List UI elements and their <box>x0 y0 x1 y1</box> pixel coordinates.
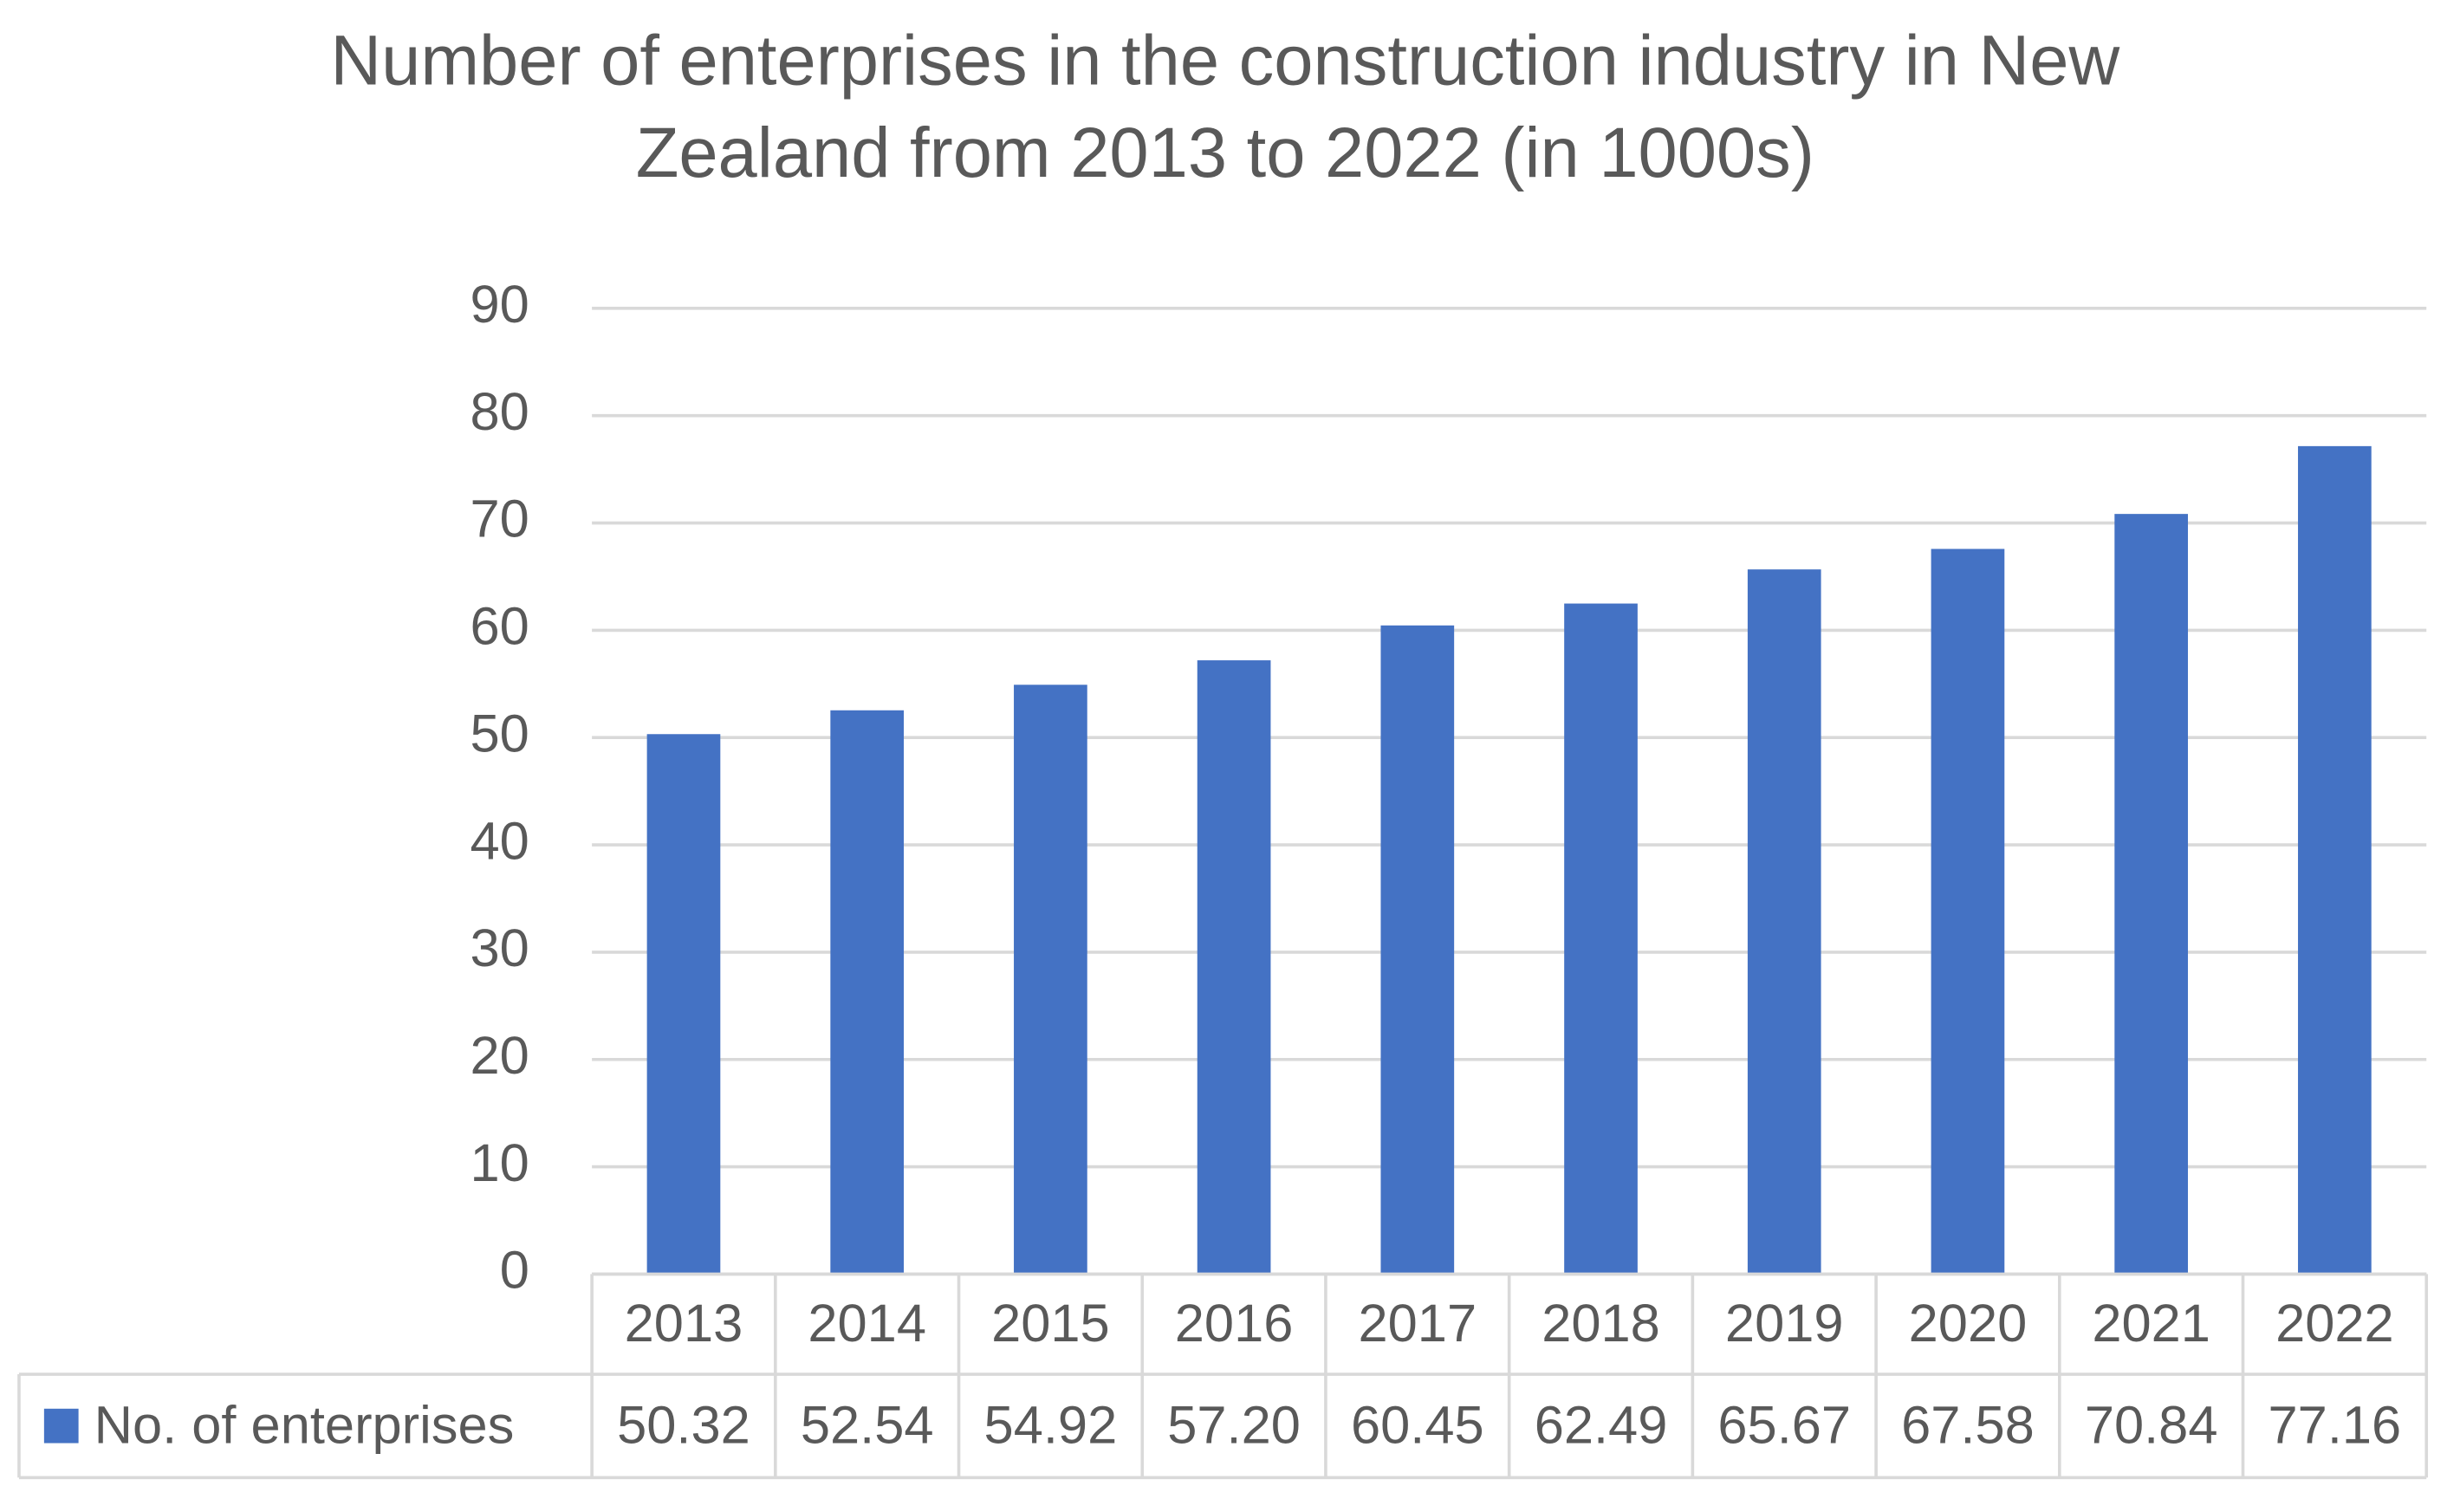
table-value: 77.16 <box>2269 1395 2402 1455</box>
y-tick-label: 60 <box>471 597 529 657</box>
y-tick-label: 10 <box>471 1133 529 1193</box>
title-box: Number of enterprises in the constructio… <box>330 20 2120 192</box>
x-tick-label: 2017 <box>1359 1294 1477 1353</box>
x-tick-label: 2020 <box>1909 1294 2028 1353</box>
bar <box>2114 514 2189 1275</box>
chart-title: Number of enterprises in the constructio… <box>330 20 2120 192</box>
x-tick-label: 2019 <box>1725 1294 1844 1353</box>
table-value: 60.45 <box>1351 1395 1484 1455</box>
y-tick-label: 20 <box>471 1026 529 1086</box>
table-value: 57.20 <box>1167 1395 1301 1455</box>
bar <box>830 710 905 1275</box>
bar <box>1931 548 2005 1275</box>
x-tick-label: 2015 <box>991 1294 1110 1353</box>
table-value: 70.84 <box>2085 1395 2218 1455</box>
bar <box>1564 603 1638 1275</box>
y-tick-label: 70 <box>471 490 529 549</box>
x-tick-label: 2018 <box>1542 1294 1660 1353</box>
table-value: 54.92 <box>984 1395 1118 1455</box>
bar <box>1747 569 1821 1275</box>
table-value: 62.49 <box>1535 1395 1668 1455</box>
x-tick-label: 2016 <box>1175 1294 1294 1353</box>
y-tick-label: 30 <box>471 918 529 978</box>
y-tick-label: 0 <box>500 1241 529 1301</box>
bar <box>1014 685 1087 1275</box>
bar <box>2298 445 2372 1275</box>
legend-label: No. of enterprises <box>94 1395 515 1455</box>
legend-swatch <box>43 1408 79 1444</box>
bar <box>1380 625 1455 1275</box>
y-tick-label: 90 <box>471 275 529 334</box>
bar <box>646 734 721 1275</box>
table-value: 67.58 <box>1901 1395 2035 1455</box>
table-value: 52.54 <box>801 1395 934 1455</box>
y-tick-label: 80 <box>471 382 529 442</box>
table-value: 50.32 <box>617 1395 750 1455</box>
y-tick-label: 50 <box>471 704 529 763</box>
x-tick-label: 2022 <box>2275 1294 2394 1353</box>
x-tick-label: 2013 <box>625 1294 743 1353</box>
x-tick-label: 2021 <box>2092 1294 2210 1353</box>
bar <box>1197 660 1271 1275</box>
table-value: 65.67 <box>1717 1395 1851 1455</box>
x-tick-label: 2014 <box>808 1294 926 1353</box>
y-tick-label: 40 <box>471 811 529 871</box>
